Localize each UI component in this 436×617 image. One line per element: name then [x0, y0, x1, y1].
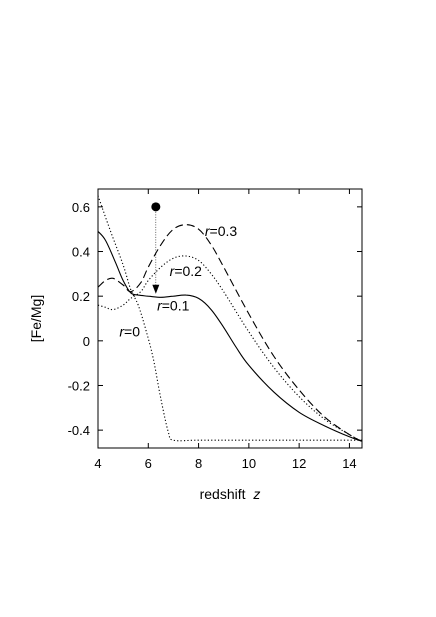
observation-point: [151, 202, 161, 294]
y-tick-label: 0: [83, 334, 90, 349]
curve-label-value: =0.2: [174, 263, 202, 279]
curve-labels: r=0r=0.1r=0.2r=0.3: [119, 223, 237, 339]
y-axis-title: [Fe/Mg]: [28, 295, 44, 342]
x-axis-title-var: z: [252, 486, 260, 502]
axis-ticks: 4 6 8 10 12 14 0.6 0.4 0.2 0 -0.2 -0.4: [68, 189, 362, 471]
curve-label-value: =0.1: [162, 298, 190, 314]
curve-label-3: r=0.3: [205, 223, 238, 239]
x-tick-label: 8: [195, 456, 202, 471]
x-tick-label: 10: [242, 456, 256, 471]
x-tick-label: 4: [94, 456, 101, 471]
series-line-3: [97, 224, 363, 442]
curve-label-2: r=0.2: [170, 263, 203, 279]
y-tick-label: -0.4: [68, 423, 90, 438]
x-tick-label: 12: [292, 456, 306, 471]
curve-label-var: r: [205, 223, 211, 239]
curve-label-value: =0.3: [210, 223, 238, 239]
x-tick-label: 14: [342, 456, 356, 471]
observation-marker: [151, 202, 161, 212]
x-axis-title: redshift z: [200, 486, 261, 502]
plot-frame: [97, 188, 363, 449]
curve-label-var: r: [119, 323, 125, 339]
curve-label-var: r: [170, 263, 176, 279]
curve-label-0: r=0: [119, 323, 140, 339]
y-tick-label: -0.2: [68, 378, 90, 393]
curves: [97, 195, 363, 442]
x-tick-label: 6: [145, 456, 152, 471]
y-tick-label: 0.6: [72, 200, 90, 215]
curve-label-value: =0: [124, 323, 140, 339]
series-line-1: [97, 231, 363, 442]
down-arrow-marker: [152, 284, 160, 294]
curve-label-1: r=0.1: [157, 298, 190, 314]
series-line-2: [97, 255, 363, 442]
x-axis-title-text: redshift: [200, 486, 246, 502]
y-tick-label: 0.4: [72, 245, 90, 260]
curve-label-var: r: [157, 298, 163, 314]
y-tick-label: 0.2: [72, 289, 90, 304]
series-line-0: [97, 195, 362, 442]
